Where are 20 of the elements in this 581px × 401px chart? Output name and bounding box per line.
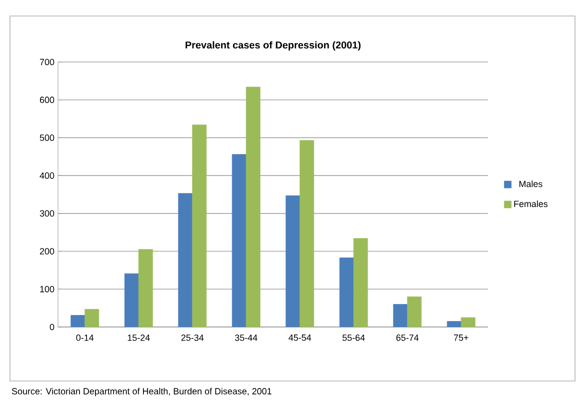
y-tick-label: 200 xyxy=(40,248,54,254)
y-tick-label: 400 xyxy=(40,172,54,179)
y-tick-label: 300 xyxy=(40,210,54,217)
source-note: Source: Victorian Department of Health, Burden of Disease, 2001 xyxy=(12,388,272,396)
y-tick-label: 600 xyxy=(40,96,54,104)
x-tick-label: 25-34 xyxy=(181,334,204,341)
y-tick-label: 500 xyxy=(40,134,54,141)
x-tick-label: 45-54 xyxy=(288,334,312,341)
legend-label: Females xyxy=(514,200,548,208)
x-tick-label: 55-64 xyxy=(342,334,365,341)
legend-label: Males xyxy=(519,180,542,188)
x-tick-label: 15-24 xyxy=(128,334,150,341)
x-tick-label: 65-74 xyxy=(396,334,419,341)
y-tick-label: 0 xyxy=(50,324,54,330)
y-tick-label: 700 xyxy=(40,58,54,66)
x-tick-label: 0-14 xyxy=(76,334,94,341)
x-tick-label: 75+ xyxy=(454,334,468,341)
x-tick-label: 35-44 xyxy=(235,334,258,341)
chart-title: Prevalent cases of Depression (2001) xyxy=(186,41,361,50)
y-tick-label: 100 xyxy=(40,286,54,292)
